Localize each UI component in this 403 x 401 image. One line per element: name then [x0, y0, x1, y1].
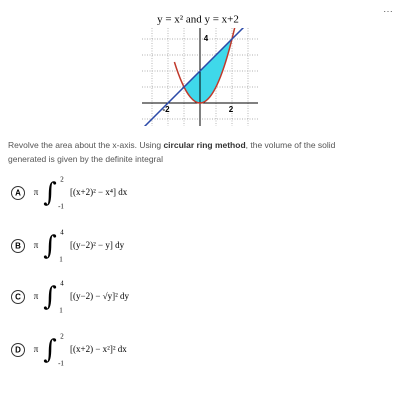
question-text: , the volume of the solid generated is g…	[8, 140, 336, 164]
integrand: [(y−2) − √y]² dy	[70, 291, 130, 301]
option-letter: D	[15, 346, 21, 355]
upper-limit: 4	[60, 280, 64, 288]
upper-limit: 2	[60, 176, 64, 184]
option-letter: A	[15, 189, 21, 198]
pi: π	[34, 187, 39, 197]
tick-label: 2	[229, 105, 234, 114]
pi: π	[34, 291, 39, 301]
integral-sign: ∫	[43, 282, 57, 312]
lower-limit: -1	[58, 360, 64, 368]
integrand: [(x+2) − x²]² dx	[70, 344, 127, 354]
option-radio[interactable]	[11, 239, 25, 253]
question-emphasis: circular ring method	[163, 140, 246, 150]
pi: π	[34, 240, 39, 250]
lower-limit: 1	[59, 307, 63, 315]
pi: π	[34, 344, 39, 354]
tick-label: -2	[162, 105, 170, 114]
option-radio[interactable]	[11, 343, 25, 357]
region	[184, 39, 232, 103]
upper-limit: 4	[60, 229, 64, 237]
figure-title: y = x² and y = x+2	[157, 14, 239, 26]
graph	[142, 28, 258, 126]
menu-dots[interactable]: ⋯	[383, 7, 393, 18]
upper-limit: 2	[60, 333, 64, 341]
integrand: [(y−2)² − y] dy	[70, 240, 125, 250]
question-text: Revolve the area about the x-axis. Using	[8, 140, 164, 150]
option-letter: C	[15, 293, 21, 302]
integrand: [(x+2)² − x⁴] dx	[70, 187, 128, 197]
parabola	[173, 28, 236, 104]
lower-limit: -1	[58, 203, 64, 211]
tick-label: 4	[204, 34, 209, 43]
line	[143, 28, 245, 126]
option-radio[interactable]	[11, 186, 25, 200]
integral-sign: ∫	[43, 335, 57, 365]
question: Revolve the area about the x-axis. Using…	[8, 138, 368, 166]
lower-limit: 1	[59, 256, 63, 264]
integral-sign: ∫	[43, 178, 57, 208]
option-letter: B	[15, 242, 21, 251]
option-radio[interactable]	[11, 290, 25, 304]
integral-sign: ∫	[43, 231, 57, 261]
